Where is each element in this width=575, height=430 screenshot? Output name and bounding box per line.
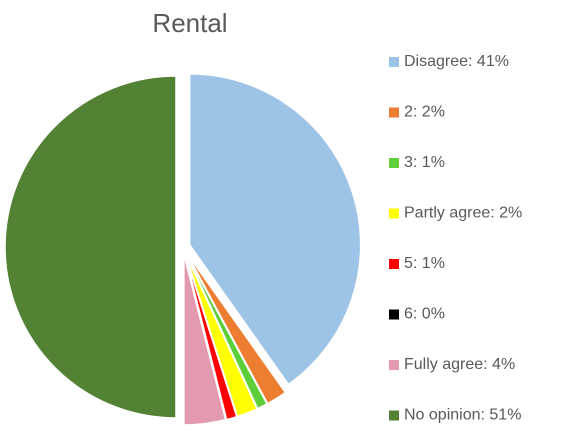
- legend-label: 3: 1%: [404, 154, 445, 171]
- legend-label: 6: 0%: [404, 306, 445, 323]
- legend-label: 2: 2%: [404, 104, 445, 121]
- legend-label: Fully agree: 4%: [404, 356, 515, 373]
- pie-slice: [183, 253, 227, 426]
- legend-label: Disagree: 41%: [404, 53, 509, 70]
- legend-swatch: [389, 259, 399, 269]
- legend-label: No opinion: 51%: [404, 407, 521, 424]
- chart-title: Rental: [152, 8, 227, 38]
- legend-swatch: [389, 309, 399, 320]
- legend-swatch: [389, 208, 399, 219]
- pie-slice: [188, 73, 362, 386]
- legend-swatch: [389, 158, 399, 168]
- legend-swatch: [389, 107, 399, 118]
- legend-label: 5: 1%: [404, 255, 445, 272]
- legend-swatch: [389, 57, 399, 67]
- legend-label: Partly agree: 2%: [404, 205, 522, 222]
- pie-slice: [4, 75, 177, 419]
- legend-swatch: [389, 360, 399, 370]
- legend-swatch: [389, 410, 399, 421]
